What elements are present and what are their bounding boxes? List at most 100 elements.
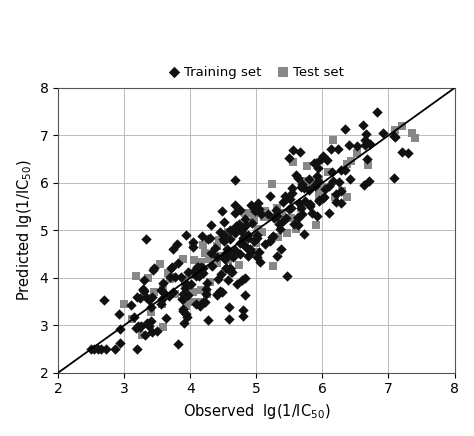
Training set — [275, 221, 283, 228]
Test set — [147, 309, 155, 316]
Test set — [128, 316, 136, 323]
Training set — [251, 207, 258, 214]
Test set — [189, 242, 197, 249]
Training set — [222, 265, 229, 272]
Training set — [130, 313, 137, 320]
Training set — [157, 300, 165, 307]
Training set — [192, 301, 200, 308]
Training set — [94, 345, 101, 352]
Training set — [136, 323, 144, 330]
Training set — [404, 150, 412, 157]
Training set — [332, 190, 340, 197]
Training set — [142, 294, 150, 301]
Training set — [241, 216, 248, 223]
Training set — [134, 345, 141, 352]
Training set — [242, 221, 249, 228]
Training set — [337, 199, 345, 206]
Training set — [159, 279, 167, 286]
Test set — [187, 299, 194, 306]
Training set — [194, 263, 202, 270]
Test set — [194, 298, 202, 305]
Training set — [244, 234, 252, 241]
Training set — [200, 265, 207, 272]
Training set — [179, 296, 187, 303]
Test set — [343, 161, 351, 168]
Test set — [180, 255, 187, 262]
Test set — [213, 242, 221, 249]
Training set — [178, 296, 185, 303]
Training set — [231, 177, 239, 184]
Training set — [207, 221, 214, 228]
Training set — [221, 254, 228, 261]
Test set — [158, 300, 166, 307]
Training set — [294, 215, 301, 222]
Training set — [285, 155, 292, 162]
Training set — [240, 234, 247, 241]
Training set — [229, 254, 237, 261]
Training set — [273, 252, 280, 259]
Training set — [309, 210, 316, 217]
Test set — [225, 257, 232, 264]
Training set — [312, 160, 319, 167]
Training set — [319, 153, 327, 160]
Test set — [278, 209, 285, 216]
Training set — [182, 281, 190, 288]
Training set — [305, 186, 312, 193]
Training set — [116, 325, 124, 332]
Training set — [221, 255, 229, 262]
Training set — [193, 263, 201, 270]
Test set — [315, 195, 323, 202]
Training set — [233, 280, 241, 287]
Training set — [211, 245, 219, 252]
Training set — [236, 239, 243, 246]
Training set — [234, 224, 241, 231]
Training set — [139, 286, 147, 293]
Training set — [165, 292, 173, 299]
Test set — [120, 300, 128, 307]
X-axis label: Observed  lg(1/IC$_{50}$): Observed lg(1/IC$_{50}$) — [182, 402, 330, 421]
Test set — [258, 228, 265, 235]
Training set — [179, 290, 186, 297]
Training set — [147, 303, 155, 310]
Training set — [201, 299, 209, 306]
Training set — [269, 232, 277, 239]
Training set — [220, 218, 228, 225]
Test set — [287, 215, 295, 221]
Training set — [299, 181, 306, 187]
Training set — [136, 295, 144, 302]
Test set — [260, 214, 268, 221]
Training set — [326, 183, 333, 190]
Test set — [365, 161, 372, 168]
Training set — [268, 233, 275, 240]
Training set — [182, 232, 190, 239]
Training set — [162, 314, 170, 321]
Test set — [160, 284, 167, 291]
Training set — [312, 182, 319, 189]
Training set — [167, 265, 175, 272]
Training set — [325, 210, 333, 217]
Training set — [254, 254, 261, 261]
Training set — [214, 276, 222, 283]
Test set — [283, 229, 291, 236]
Training set — [217, 288, 224, 295]
Training set — [204, 316, 212, 323]
Test set — [306, 181, 314, 187]
Training set — [294, 221, 302, 228]
Training set — [116, 339, 124, 346]
Test set — [199, 241, 207, 248]
Test set — [313, 181, 320, 188]
Training set — [189, 244, 197, 251]
Training set — [102, 345, 110, 352]
Training set — [87, 345, 95, 352]
Training set — [150, 264, 158, 271]
Training set — [221, 251, 228, 258]
Training set — [174, 341, 182, 347]
Training set — [199, 299, 207, 306]
Training set — [217, 270, 225, 277]
Training set — [290, 221, 298, 228]
Training set — [195, 272, 203, 279]
Test set — [235, 261, 243, 268]
Training set — [318, 156, 325, 163]
Test set — [186, 271, 193, 278]
Test set — [220, 253, 228, 260]
